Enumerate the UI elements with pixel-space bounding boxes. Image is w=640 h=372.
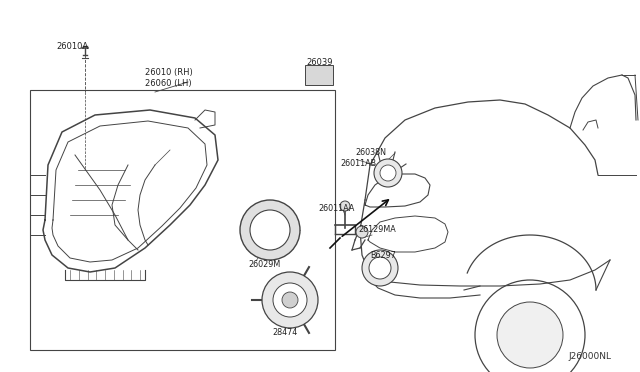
Circle shape: [356, 226, 368, 238]
Text: 26010A: 26010A: [56, 42, 88, 51]
Circle shape: [250, 210, 290, 250]
Circle shape: [240, 200, 300, 260]
Circle shape: [362, 250, 398, 286]
Bar: [305, 65, 333, 85]
Text: 26039: 26039: [306, 58, 333, 67]
Text: 26060 (LH): 26060 (LH): [145, 79, 191, 88]
Text: 26011AB: 26011AB: [340, 159, 376, 168]
Bar: [30, 90, 335, 350]
Circle shape: [273, 283, 307, 317]
Circle shape: [369, 257, 391, 279]
Text: 26129MA: 26129MA: [358, 225, 396, 234]
Circle shape: [380, 165, 396, 181]
Text: 26010 (RH): 26010 (RH): [145, 68, 193, 77]
Circle shape: [475, 280, 585, 372]
Text: 26029M: 26029M: [248, 260, 280, 269]
Text: B6297: B6297: [370, 251, 396, 260]
Circle shape: [340, 201, 350, 211]
Circle shape: [374, 159, 402, 187]
Text: 26011AA: 26011AA: [318, 204, 355, 213]
Text: J26000NL: J26000NL: [568, 352, 611, 361]
Circle shape: [282, 292, 298, 308]
Text: 26038N: 26038N: [355, 148, 386, 157]
Circle shape: [497, 302, 563, 368]
Text: 28474: 28474: [272, 328, 297, 337]
Circle shape: [262, 272, 318, 328]
